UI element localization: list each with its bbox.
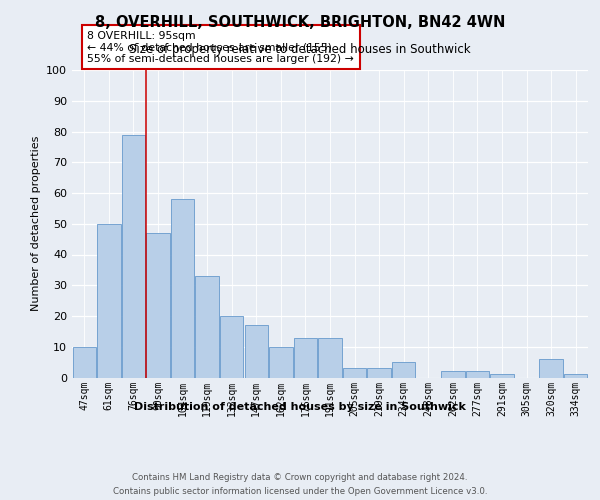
Text: 8 OVERHILL: 95sqm
← 44% of detached houses are smaller (155)
55% of semi-detache: 8 OVERHILL: 95sqm ← 44% of detached hous…: [88, 30, 354, 64]
Bar: [441, 372, 464, 378]
Bar: [269, 347, 293, 378]
Bar: [564, 374, 587, 378]
Text: Distribution of detached houses by size in Southwick: Distribution of detached houses by size …: [134, 402, 466, 412]
Bar: [73, 347, 96, 378]
Bar: [245, 325, 268, 378]
Text: Contains public sector information licensed under the Open Government Licence v3: Contains public sector information licen…: [113, 488, 487, 496]
Text: Size of property relative to detached houses in Southwick: Size of property relative to detached ho…: [129, 42, 471, 56]
Text: Contains HM Land Registry data © Crown copyright and database right 2024.: Contains HM Land Registry data © Crown c…: [132, 472, 468, 482]
Text: 8, OVERHILL, SOUTHWICK, BRIGHTON, BN42 4WN: 8, OVERHILL, SOUTHWICK, BRIGHTON, BN42 4…: [95, 15, 505, 30]
Bar: [122, 134, 145, 378]
Bar: [196, 276, 219, 378]
Y-axis label: Number of detached properties: Number of detached properties: [31, 136, 41, 312]
Bar: [171, 199, 194, 378]
Bar: [392, 362, 415, 378]
Bar: [490, 374, 514, 378]
Bar: [220, 316, 244, 378]
Bar: [466, 372, 489, 378]
Bar: [539, 359, 563, 378]
Bar: [146, 233, 170, 378]
Bar: [97, 224, 121, 378]
Bar: [319, 338, 341, 378]
Bar: [343, 368, 366, 378]
Bar: [367, 368, 391, 378]
Bar: [294, 338, 317, 378]
